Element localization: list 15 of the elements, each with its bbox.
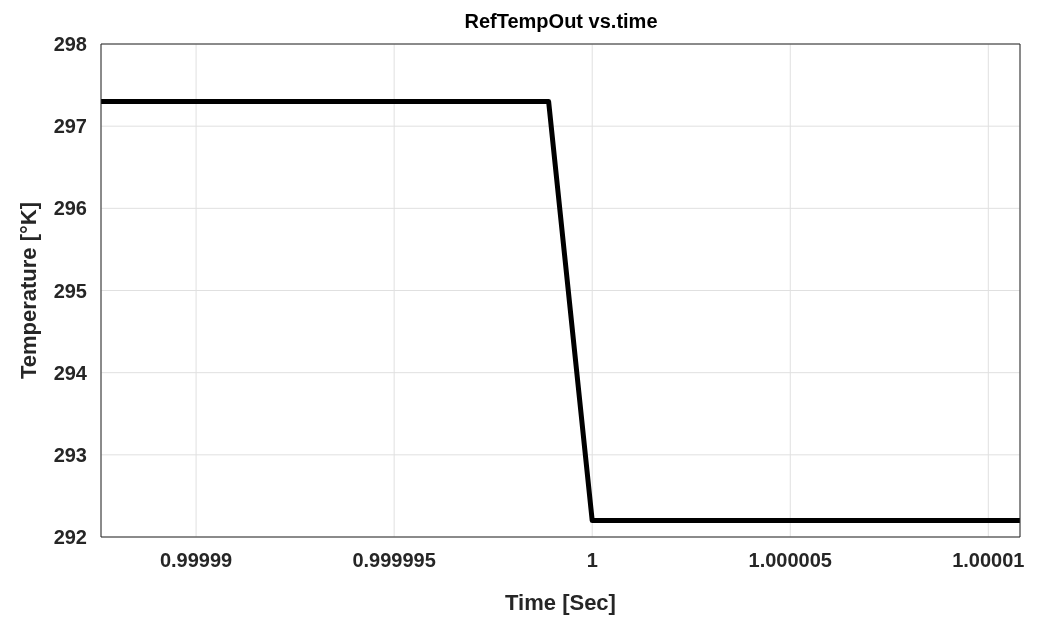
x-axis-title: Time [Sec] bbox=[505, 590, 616, 615]
y-tick-label: 294 bbox=[53, 361, 88, 384]
chart-title: RefTempOut vs.time bbox=[463, 10, 659, 33]
x-tick-label: 1 bbox=[586, 549, 598, 572]
y-axis-title: Temperature [°K] bbox=[15, 201, 41, 380]
y-tick-label: 298 bbox=[53, 33, 87, 56]
x-tick-label: 0.999995 bbox=[352, 549, 436, 572]
y-tick-label: 292 bbox=[53, 526, 87, 549]
x-tick-label: 1.000005 bbox=[748, 549, 832, 572]
x-tick-label: 0.99999 bbox=[159, 549, 233, 572]
x-tick-label: 1.00001 bbox=[952, 549, 1025, 572]
y-tick-label: 296 bbox=[53, 197, 87, 220]
y-tick-label: 295 bbox=[53, 279, 87, 302]
y-tick-label: 293 bbox=[53, 443, 87, 466]
y-tick-label: 297 bbox=[53, 115, 87, 138]
